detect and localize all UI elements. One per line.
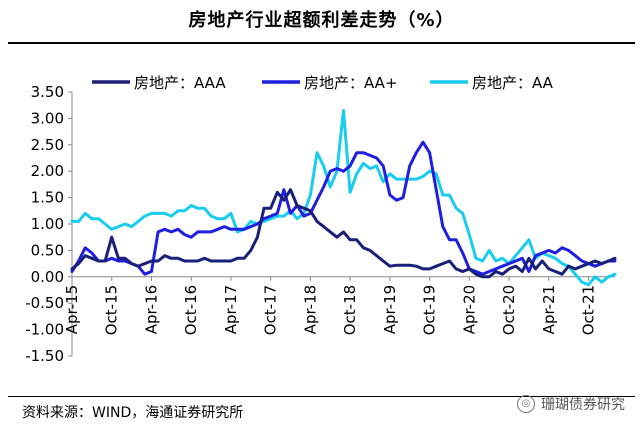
x-tick-label: Apr-19 <box>381 285 399 335</box>
source-note: 资料来源：WIND，海通证券研究所 <box>22 405 244 421</box>
x-tick-label: Oct-19 <box>421 285 439 335</box>
x-tick-label: Oct-17 <box>262 285 280 335</box>
plot-area <box>70 109 617 287</box>
series-line-aaa <box>70 188 617 279</box>
x-tick-label: Apr-20 <box>460 285 478 335</box>
watermark: ◎ 珊瑚债券研究 <box>517 394 625 414</box>
line-chart: 房地产：AAA 房地产：AA+ 房地产：AA 3.50 3.00 2.50 2.00 1.5… <box>25 74 617 365</box>
watermark-text: 珊瑚债券研究 <box>541 397 625 413</box>
y-tick-label: 1.00 <box>31 215 64 233</box>
y-tick-label: -1.50 <box>25 347 64 365</box>
legend-label-aaa: 房地产：AAA <box>134 74 226 92</box>
x-tick-label: Apr-16 <box>142 285 160 335</box>
y-tick-label: 3.50 <box>31 83 64 101</box>
y-tick-label: -0.50 <box>25 294 64 312</box>
title-rule <box>8 42 635 44</box>
chart-title: 房地产行业超额利差走势（%） <box>188 10 455 31</box>
x-tick-label: Oct-18 <box>341 285 359 335</box>
x-tick-label: Oct-20 <box>500 285 518 335</box>
x-tick-label: Apr-18 <box>301 285 319 335</box>
x-tick-label: Oct-21 <box>580 285 598 335</box>
x-tick-label: Apr-17 <box>222 285 240 335</box>
y-tick-label: 1.50 <box>31 189 64 207</box>
y-tick-label: 0.50 <box>31 241 64 259</box>
x-tick-label: Oct-16 <box>182 285 200 335</box>
y-tick-label: 2.50 <box>31 136 64 154</box>
x-axis: Apr-15 Oct-15 Apr-16 Oct-16 Apr-17 Oct-17 Apr-… <box>63 276 615 335</box>
x-tick-label: Apr-15 <box>63 285 81 335</box>
legend-label-aa: 房地产：AA <box>472 74 554 92</box>
y-tick-label: 0.00 <box>31 268 64 286</box>
x-tick-label: Apr-21 <box>540 285 558 335</box>
footer-rule <box>8 396 635 397</box>
y-axis: 3.50 3.00 2.50 2.00 1.50 1.00 0.50 0.00 -0.50 -1.… <box>25 83 73 365</box>
legend: 房地产：AAA 房地产：AA+ 房地产：AA <box>92 74 554 92</box>
series-line-aaplus <box>70 140 617 276</box>
y-tick-label: 2.00 <box>31 162 64 180</box>
y-tick-label: -1.00 <box>25 321 64 339</box>
legend-label-aaplus: 房地产：AA+ <box>304 74 398 92</box>
y-tick-label: 3.00 <box>31 109 64 127</box>
series-line-aa <box>70 109 617 287</box>
x-tick-label: Oct-15 <box>103 285 121 335</box>
wechat-icon: ◎ <box>517 395 535 413</box>
